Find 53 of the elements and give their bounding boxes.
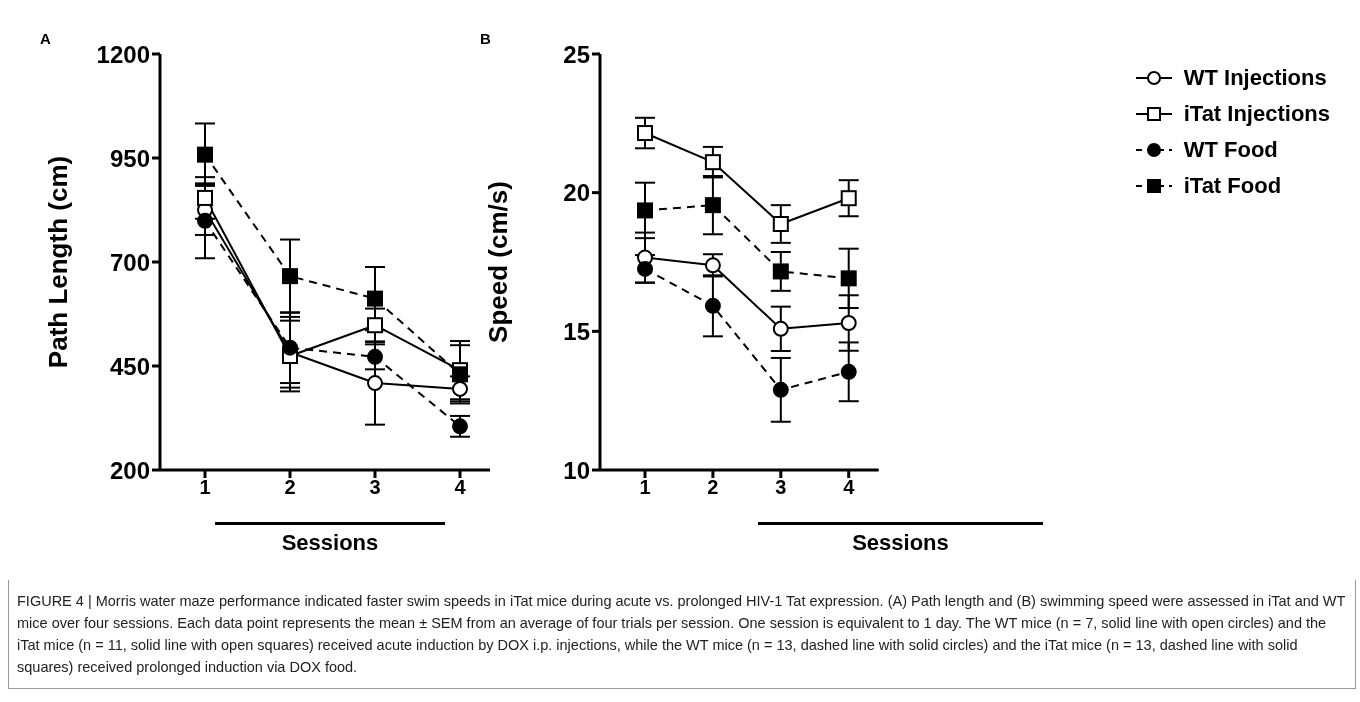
point <box>367 348 383 365</box>
y-tick-label: 25 <box>563 40 590 68</box>
point <box>772 320 789 337</box>
legend-label: WT Food <box>1183 137 1278 163</box>
y-axis-title: Path Length (cm) <box>43 155 74 369</box>
text: A <box>40 30 51 47</box>
point <box>772 263 789 280</box>
legend-label: iTat Food <box>1183 173 1282 199</box>
point <box>840 270 857 287</box>
point <box>197 189 213 206</box>
y-tick-label: 200 <box>109 456 150 484</box>
x-tick-label: 3 <box>775 476 787 499</box>
point <box>197 212 213 229</box>
x-axis-title: Sessions <box>851 530 950 556</box>
point <box>367 317 383 334</box>
x-axis-title: Sessions <box>280 530 380 556</box>
point <box>637 125 653 142</box>
point <box>282 268 298 285</box>
x-tick-label: 2 <box>707 476 719 499</box>
y-axis-title: Speed (cm/s) <box>483 181 514 343</box>
point <box>704 154 721 171</box>
x-tick-label: 1 <box>199 476 211 499</box>
x-tick-label: 2 <box>284 476 296 499</box>
point <box>772 381 789 398</box>
point <box>452 380 468 397</box>
point <box>704 197 721 214</box>
y-tick-label: 950 <box>109 144 150 172</box>
point <box>637 260 653 277</box>
x-tick-label: 4 <box>454 476 467 499</box>
x-tick-label: 1 <box>639 476 651 499</box>
point <box>197 146 213 163</box>
y-tick-label: 10 <box>563 456 590 484</box>
point <box>367 375 383 392</box>
point <box>367 290 383 307</box>
point <box>840 363 857 380</box>
y-tick-label: 20 <box>563 179 590 207</box>
point <box>704 297 721 314</box>
point <box>637 202 653 219</box>
y-tick-label: 15 <box>563 317 590 345</box>
x-tick-label: 4 <box>843 476 856 499</box>
legend-label: WT Injections <box>1183 65 1327 91</box>
x-tick-label: 3 <box>369 476 381 499</box>
point <box>772 216 789 233</box>
y-tick-label: 450 <box>109 352 150 380</box>
point <box>840 315 857 332</box>
point <box>452 366 468 383</box>
text: B <box>480 30 491 47</box>
y-tick-label: 1200 <box>96 40 150 68</box>
point <box>840 190 857 207</box>
point <box>282 339 298 356</box>
caption: FIGURE 4 | Morris water maze performance indicated faster swim speeds in iTat mice during acute vs. prolonged HIV-1 Tat expression. (A) Path length and (B) swimming speed were assessed in iTat and WT mice over four sessions. Each data point represents the mean ± SEM from an average of four trials per session. One session is equivalent to 1 day. The WT mice (n = 7, solid line with open circles) and the iTat mice (n = 11, solid line with open squares) received acute induction by DOX i.p. injections, while the WT mice (n = 13, dashed line with solid circles) and the iTat mice (n = 13, dashed line with solid squares) received prolonged induction via DOX food. <box>8 580 1356 689</box>
legend-label: iTat Injections <box>1183 101 1330 127</box>
y-tick-label: 700 <box>109 248 150 276</box>
